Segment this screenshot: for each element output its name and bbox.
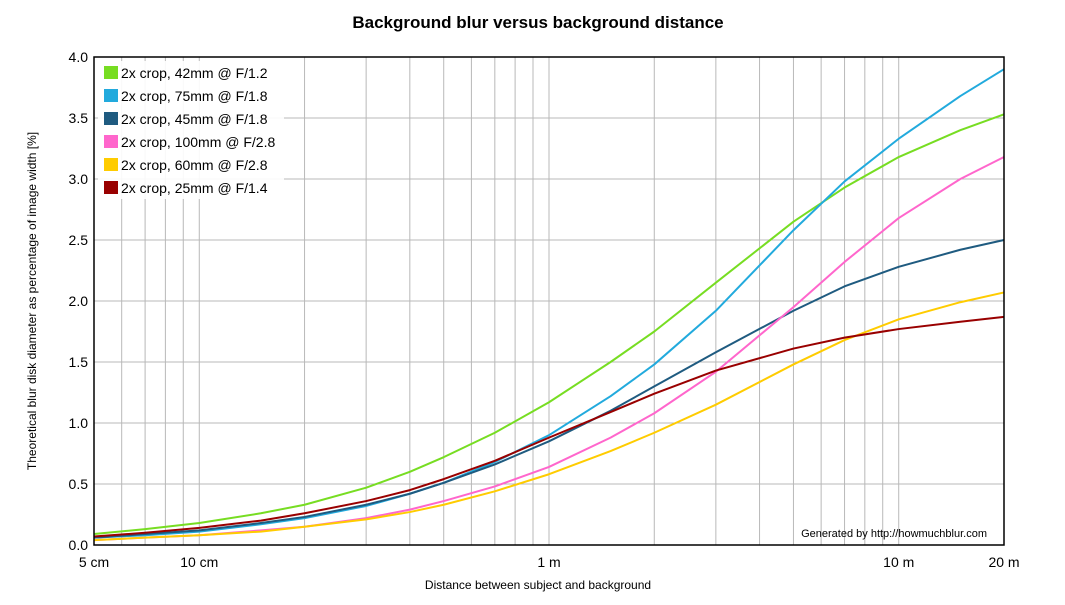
legend-swatch: [104, 135, 118, 148]
legend-label: 2x crop, 100mm @ F/2.8: [121, 134, 275, 150]
x-axis-label: Distance between subject and background: [425, 578, 651, 592]
legend-label: 2x crop, 60mm @ F/2.8: [121, 157, 268, 173]
x-tick-label: 10 cm: [180, 554, 218, 570]
series-line: [93, 113, 1005, 536]
legend-label: 2x crop, 42mm @ F/1.2: [121, 65, 268, 81]
y-tick-label: 0.0: [69, 537, 89, 553]
legend-swatch: [104, 158, 118, 171]
x-tick-label: 1 m: [537, 554, 560, 570]
credit-text: Generated by http://howmuchblur.com: [801, 528, 987, 540]
y-tick-label: 2.5: [69, 232, 89, 248]
legend-label: 2x crop, 75mm @ F/1.8: [121, 88, 268, 104]
y-axis-label: Theoretical blur disk diameter as percen…: [25, 132, 39, 470]
y-axis-ticks: 0.0 0.5 1.0 1.5 2.0 2.5 3.0 3.5 4.0: [69, 49, 89, 553]
y-tick-label: 3.5: [69, 110, 89, 126]
legend-swatch: [104, 112, 118, 125]
y-tick-label: 4.0: [69, 49, 89, 65]
x-tick-label: 5 cm: [79, 554, 109, 570]
x-tick-label: 20 m: [988, 554, 1019, 570]
plot-frame: [93, 56, 1005, 546]
x-tick-label: 10 m: [883, 554, 914, 570]
y-tick-label: 1.0: [69, 415, 89, 431]
legend-swatch: [104, 181, 118, 194]
legend-swatch: [104, 66, 118, 79]
series-line: [93, 239, 1005, 539]
legend: 2x crop, 42mm @ F/1.2 2x crop, 75mm @ F/1…: [98, 61, 284, 199]
legend-label: 2x crop, 25mm @ F/1.4: [121, 180, 268, 196]
legend-box: [98, 61, 284, 199]
x-axis-ticks: 5 cm 10 cm 1 m 10 m 20 m: [79, 554, 1020, 570]
y-tick-label: 2.0: [69, 293, 89, 309]
legend-label: 2x crop, 45mm @ F/1.8: [121, 111, 268, 127]
y-tick-label: 1.5: [69, 354, 89, 370]
chart-title: Background blur versus background distan…: [352, 13, 723, 32]
legend-swatch: [104, 89, 118, 102]
y-tick-label: 3.0: [69, 171, 89, 187]
series-lines: [93, 68, 1005, 542]
y-tick-label: 0.5: [69, 476, 89, 492]
series-line: [93, 156, 1005, 542]
series-line: [93, 315, 1005, 538]
